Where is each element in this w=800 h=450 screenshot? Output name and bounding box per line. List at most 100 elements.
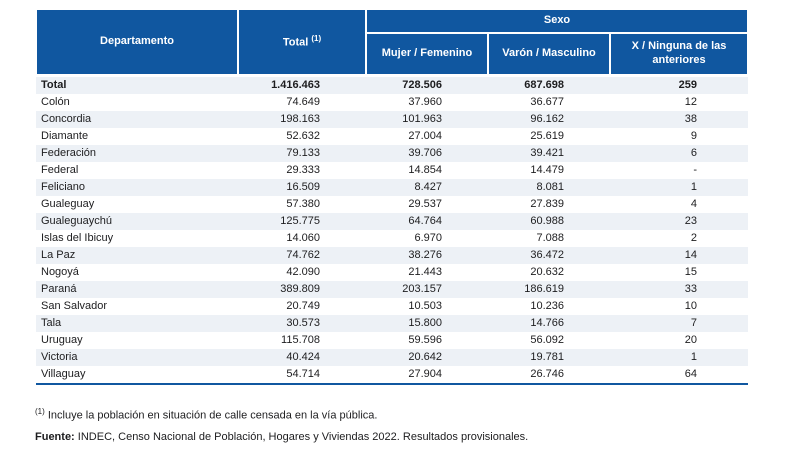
department-cell: San Salvador xyxy=(41,299,108,312)
department-cell: Paraná xyxy=(41,282,77,295)
table-row: Nogoyá 42.090 21.443 20.632 15 xyxy=(36,264,748,281)
total-cell: 52.632 xyxy=(286,129,320,142)
mujer-cell: 728.506 xyxy=(402,78,442,91)
source-text: INDEC, Censo Nacional de Población, Hoga… xyxy=(74,431,529,443)
mujer-cell: 29.537 xyxy=(408,197,442,210)
header-mujer-label: Mujer / Femenino xyxy=(381,46,473,59)
header-departamento: Departamento xyxy=(35,8,239,76)
header-sexo-group: Sexo xyxy=(364,8,750,34)
x-ninguna-cell: 6 xyxy=(690,146,698,159)
x-ninguna-cell: 1 xyxy=(690,350,698,363)
table-row: Islas del Ibicuy 14.060 6.970 7.088 2 xyxy=(36,230,748,247)
table-header: Departamento Total (1) Sexo Mujer / Feme… xyxy=(35,8,750,76)
header-total-footnote-marker: (1) xyxy=(311,33,322,43)
x-ninguna-cell: 10 xyxy=(684,299,698,312)
total-cell: 54.714 xyxy=(286,367,320,380)
total-cell: 1.416.463 xyxy=(271,78,320,91)
total-cell: 14.060 xyxy=(286,231,320,244)
header-varon-label: Varón / Masculino xyxy=(502,46,596,59)
department-cell: Federal xyxy=(41,163,79,176)
mujer-cell: 27.904 xyxy=(408,367,442,380)
x-ninguna-cell: 15 xyxy=(684,265,698,278)
x-ninguna-cell: 33 xyxy=(684,282,698,295)
x-ninguna-cell: 23 xyxy=(684,214,698,227)
department-cell: Concordia xyxy=(41,112,92,125)
department-cell: Diamante xyxy=(41,129,89,142)
table-row: Paraná 389.809 203.157 186.619 33 xyxy=(36,280,749,298)
x-ninguna-cell: 38 xyxy=(684,112,698,125)
header-sexo-label: Sexo xyxy=(543,14,571,27)
table-row: Total 1.416.463 728.506 687.698 259 xyxy=(36,75,749,94)
total-cell: 40.424 xyxy=(286,350,320,363)
mujer-cell: 14.854 xyxy=(408,163,442,176)
total-cell: 29.333 xyxy=(286,163,320,176)
department-cell: Nogoyá xyxy=(41,265,79,278)
department-cell: Tala xyxy=(41,316,62,329)
mujer-cell: 37.960 xyxy=(408,95,442,108)
x-ninguna-cell: 64 xyxy=(684,367,698,380)
table-row: Villaguay 54.714 27.904 26.746 64 xyxy=(36,366,748,384)
mujer-cell: 203.157 xyxy=(402,282,442,295)
total-cell: 115.708 xyxy=(281,333,320,346)
header-total: Total (1) xyxy=(237,8,367,76)
header-varon-masculino: Varón / Masculino xyxy=(487,32,611,76)
header-total-label: Total xyxy=(282,36,309,49)
footnote-text: Incluye la población en situación de cal… xyxy=(44,409,378,422)
table-row: Tala 30.573 15.800 14.766 7 xyxy=(36,314,749,332)
table-row: San Salvador 20.749 10.503 10.236 10 xyxy=(36,298,748,315)
mujer-cell: 39.706 xyxy=(408,146,442,159)
varon-cell: 20.632 xyxy=(530,265,564,278)
total-cell: 389.809 xyxy=(280,282,320,295)
department-cell: Colón xyxy=(41,95,70,108)
table-row: Gualeguaychú 125.775 64.764 60.988 23 xyxy=(36,212,749,230)
table-body: Total 1.416.463 728.506 687.698 259 Colón 74.6… xyxy=(36,75,749,384)
header-departamento-label: Departamento xyxy=(100,34,174,47)
department-cell: Gualeguaychú xyxy=(41,214,112,227)
total-cell: 198.163 xyxy=(280,112,320,125)
department-cell: Villaguay xyxy=(41,367,86,380)
total-cell: 57.380 xyxy=(286,197,320,210)
varon-cell: 19.781 xyxy=(530,350,564,363)
varon-cell: 186.619 xyxy=(524,282,564,295)
mujer-cell: 21.443 xyxy=(408,265,442,278)
footnote-marker: (1) xyxy=(35,407,45,416)
x-ninguna-cell: 7 xyxy=(690,316,698,329)
total-cell: 20.749 xyxy=(286,299,320,312)
header-mujer-femenino: Mujer / Femenino xyxy=(365,32,489,76)
department-cell: La Paz xyxy=(41,248,76,261)
mujer-cell: 6.970 xyxy=(414,231,442,244)
total-cell: 125.775 xyxy=(280,214,320,227)
mujer-cell: 10.503 xyxy=(408,299,442,312)
source-line: Fuente: INDEC, Censo Nacional de Poblaci… xyxy=(35,431,528,443)
source-label: Fuente: xyxy=(35,431,75,443)
table-row: Colón 74.649 37.960 36.677 12 xyxy=(36,94,748,111)
mujer-cell: 101.963 xyxy=(402,112,442,125)
mujer-cell: 59.596 xyxy=(408,333,442,346)
varon-cell: 14.479 xyxy=(530,163,564,176)
department-cell: Uruguay xyxy=(41,333,83,346)
total-cell: 79.133 xyxy=(286,146,320,159)
x-ninguna-cell: 259 xyxy=(678,78,698,91)
mujer-cell: 27.004 xyxy=(408,129,442,142)
x-ninguna-cell: 2 xyxy=(690,231,698,244)
varon-cell: 39.421 xyxy=(530,146,564,159)
table-row: La Paz 74.762 38.276 36.472 14 xyxy=(36,246,749,264)
table-row: Feliciano 16.509 8.427 8.081 1 xyxy=(36,178,749,196)
department-cell: Federación xyxy=(41,146,97,159)
mujer-cell: 64.764 xyxy=(408,214,442,227)
x-ninguna-cell: 9 xyxy=(690,129,698,142)
x-ninguna-cell: 20 xyxy=(684,333,698,346)
table-row: Concordia 198.163 101.963 96.162 38 xyxy=(36,110,749,128)
varon-cell: 14.766 xyxy=(530,316,564,329)
header-x-label: X / Ninguna de las anteriores xyxy=(631,40,727,66)
mujer-cell: 15.800 xyxy=(408,316,442,329)
varon-cell: 36.677 xyxy=(530,95,564,108)
varon-cell: 96.162 xyxy=(530,112,564,125)
table-row: Diamante 52.632 27.004 25.619 9 xyxy=(36,128,748,145)
department-cell: Islas del Ibicuy xyxy=(41,231,114,244)
x-ninguna-cell: 14 xyxy=(684,248,698,261)
x-ninguna-cell: 12 xyxy=(684,95,698,108)
varon-cell: 10.236 xyxy=(530,299,564,312)
table-row: Victoria 40.424 20.642 19.781 1 xyxy=(36,348,749,366)
